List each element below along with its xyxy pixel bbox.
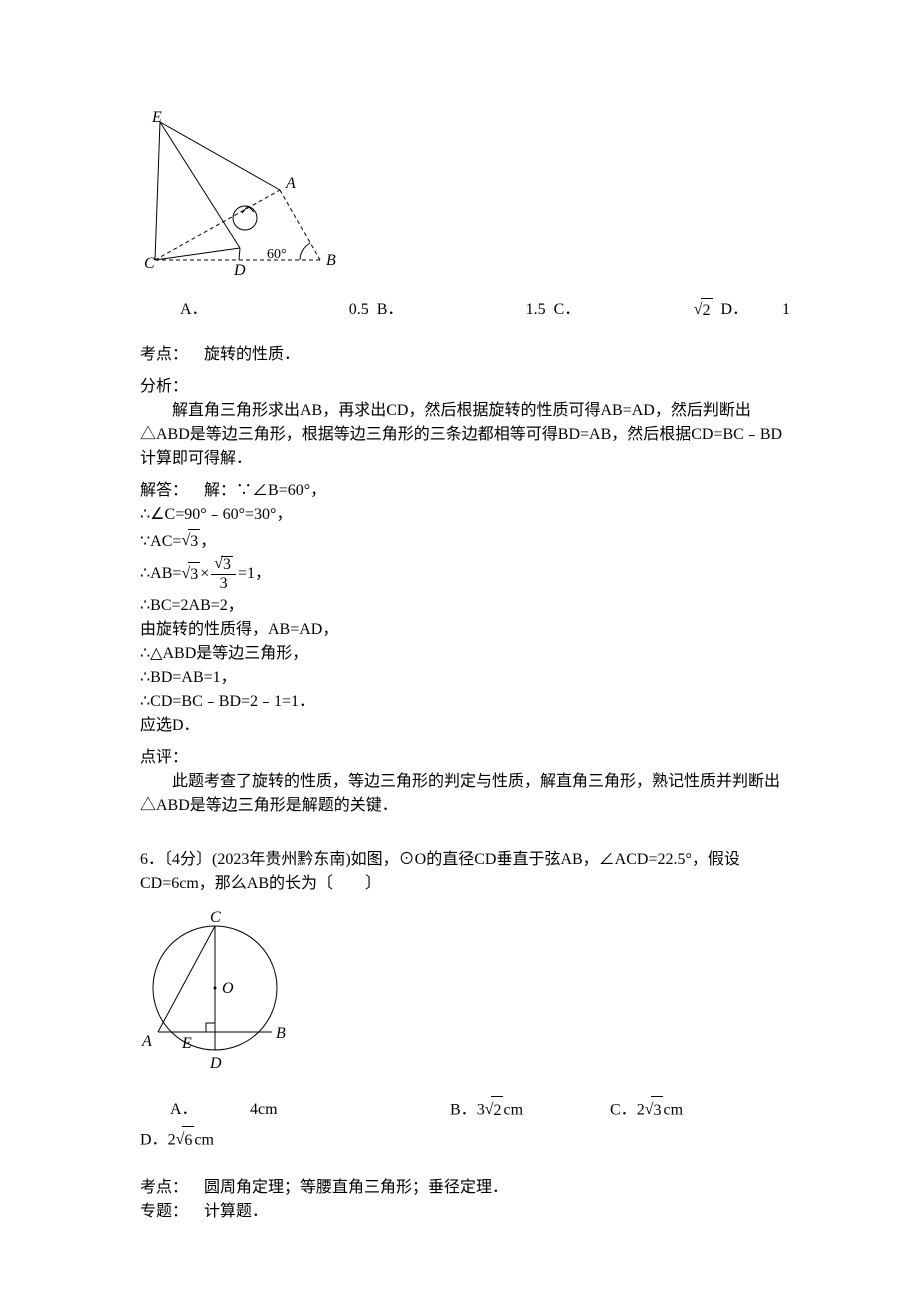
kaodian6-text: 圆周角定理；等腰直角三角形；垂径定理． xyxy=(204,1179,508,1196)
jieda-label: 解答： xyxy=(140,479,204,503)
q6-zhuanti: 专题：计算题． xyxy=(140,1200,790,1224)
point-B: B xyxy=(326,252,336,269)
angle-60: 60° xyxy=(267,247,287,262)
opt-A-val: 0.5 xyxy=(240,298,369,323)
dianping-label: 点评： xyxy=(140,746,790,770)
jieda-line6: 由旋转的性质得，AB=AD， xyxy=(140,618,790,642)
fenxi-text: 解直角三角形求出AB，再求出CD，然后根据旋转的性质可得AB=AD，然后判断出△… xyxy=(140,399,790,471)
point-E6: E xyxy=(181,1035,192,1052)
opt6-A-val: 4cm xyxy=(250,1096,450,1126)
point-C6: C xyxy=(210,909,221,926)
opt-B-label: B． xyxy=(369,298,417,323)
kaodian-text: 旋转的性质． xyxy=(204,346,300,363)
opt-B-val: 1.5 xyxy=(416,298,545,323)
jieda-line8: ∴BD=AB=1， xyxy=(140,666,790,690)
jieda-line3: ∵AC= √3 ， xyxy=(140,529,790,554)
opt6-A-label: A． xyxy=(140,1096,250,1126)
opt-C-val: √2 xyxy=(593,298,712,323)
zhuanti-label: 专题： xyxy=(140,1200,204,1224)
q5-kaodian: 考点：旋转的性质． xyxy=(140,343,790,367)
jieda-line7: ∴△ABD是等边三角形， xyxy=(140,642,790,666)
kaodian6-label: 考点： xyxy=(140,1176,204,1200)
opt6-B: B．3√2cm xyxy=(450,1096,610,1126)
q5-dianping: 点评： 此题考查了旋转的性质，等边三角形的判定与性质，解直角三角形，熟记性质并判… xyxy=(140,746,790,818)
q6-options: A． 4cm B．3√2cm C．2√3cm D．2√6cm xyxy=(140,1096,790,1156)
jieda-line4: ∴AB= √3 × √3 3 =1， xyxy=(140,556,790,592)
jieda-line1: 解：∵∠B=60°， xyxy=(204,482,326,499)
point-D6: D xyxy=(209,1055,222,1072)
jieda-line9: ∴CD=BC﹣BD=2﹣1=1． xyxy=(140,690,790,714)
opt-C-label: C． xyxy=(546,298,594,323)
point-C: C xyxy=(144,255,155,272)
point-B6: B xyxy=(276,1025,286,1042)
opt6-D: D．2√6cm xyxy=(140,1126,790,1156)
point-A6: A xyxy=(141,1033,152,1050)
jieda-line5: ∴BC=2AB=2， xyxy=(140,594,790,618)
opt-D-label: D． xyxy=(713,298,761,323)
point-O: O xyxy=(222,980,234,997)
dianping-text: 此题考查了旋转的性质，等边三角形的判定与性质，解直角三角形，熟记性质并判断出△A… xyxy=(140,770,790,818)
jieda-line2: ∴∠C=90°﹣60°=30°， xyxy=(140,503,790,527)
point-A: A xyxy=(285,175,296,192)
q5-fenxi: 分析： 解直角三角形求出AB，再求出CD，然后根据旋转的性质可得AB=AD，然后… xyxy=(140,375,790,471)
opt-A-label: A． xyxy=(140,298,240,323)
q5-figure: E A B C D 60° xyxy=(140,110,790,288)
q6-kaodian: 考点：圆周角定理；等腰直角三角形；垂径定理． xyxy=(140,1176,790,1200)
q6-figure: C O A E B D xyxy=(140,908,790,1086)
point-D: D xyxy=(233,262,246,279)
jieda-line10: 应选D． xyxy=(140,714,790,738)
q5-options: A． 0.5 B． 1.5 C． √2 D． 1 xyxy=(140,298,790,323)
q5-jieda: 解答：解：∵∠B=60°， xyxy=(140,479,790,503)
kaodian-label: 考点： xyxy=(140,343,204,367)
point-E: E xyxy=(151,110,162,126)
opt-D-val: 1 xyxy=(760,298,790,323)
q6-stem: 6．〔4分〕(2023年贵州黔东南)如图，⊙O的直径CD垂直于弦AB，∠ACD=… xyxy=(140,848,790,896)
opt6-C: C．2√3cm xyxy=(610,1096,790,1126)
fenxi-label: 分析： xyxy=(140,375,790,399)
zhuanti-text: 计算题． xyxy=(204,1203,268,1220)
